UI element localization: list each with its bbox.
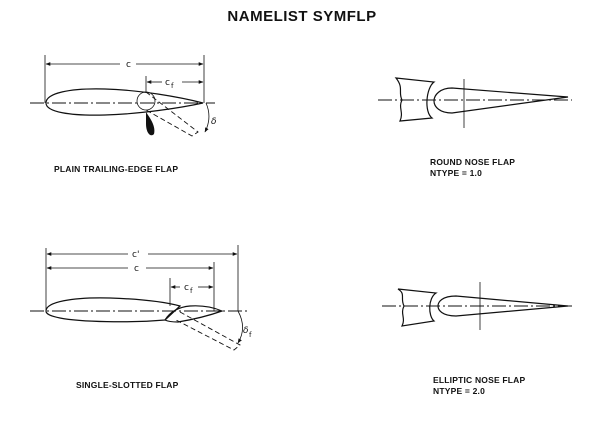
slotted-deflection-arc: [237, 310, 243, 344]
elliptic-nose-caption-line1: ELLIPTIC NOSE FLAP: [433, 375, 526, 385]
slotted-chord-label: c: [134, 264, 139, 274]
elliptic-nose-caption: ELLIPTIC NOSE FLAP NTYPE = 2.0: [433, 375, 525, 397]
elliptic-wing-cutout: [397, 288, 438, 327]
round-wing-cutout: [394, 77, 436, 122]
plain-flap-chord-sub: f: [171, 82, 174, 90]
plain-airfoil: [45, 88, 204, 116]
plain-hinge-circle: [136, 91, 156, 111]
elliptic-nose-caption-line2: NTYPE = 2.0: [433, 386, 486, 396]
plain-deflected-flap: [145, 91, 199, 137]
elliptic-flap-body: [437, 295, 569, 317]
page-title: NAMELIST SYMFLP: [227, 8, 377, 25]
round-nose-caption-line2: NTYPE = 1.0: [430, 168, 483, 178]
plain-flap-diagram: [30, 55, 215, 137]
slotted-main-airfoil: [45, 297, 182, 323]
plain-flap-caption: PLAIN TRAILING-EDGE FLAP: [54, 164, 179, 174]
plain-deflection-label: δ: [211, 117, 217, 127]
round-nose-diagram: [378, 77, 572, 128]
slotted-flap-body: [164, 305, 224, 323]
round-nose-caption-line1: ROUND NOSE FLAP: [430, 157, 516, 167]
elliptic-nose-diagram: [382, 282, 572, 330]
slotted-flap-chord-sub: f: [190, 287, 193, 295]
slotted-deflected-flap: [175, 311, 241, 351]
plain-deflection-arc: [204, 102, 210, 133]
plain-hinge-well: [146, 112, 155, 136]
single-slotted-caption: SINGLE-SLOTTED FLAP: [76, 380, 179, 390]
slotted-flap-chord-label: c: [184, 283, 189, 293]
plain-chord-label: c: [126, 60, 131, 70]
slotted-deflection-label: δ: [243, 326, 249, 336]
round-nose-caption: ROUND NOSE FLAP NTYPE = 1.0: [430, 157, 515, 179]
single-slotted-diagram: [30, 245, 250, 351]
plain-flap-chord-label: c: [165, 78, 170, 88]
round-flap-body: [433, 87, 569, 114]
slotted-deflection-sub: f: [249, 331, 252, 339]
slotted-extended-chord-label: c': [132, 250, 139, 260]
